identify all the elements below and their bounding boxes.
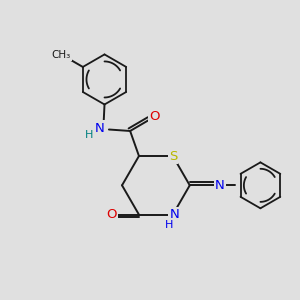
Text: O: O [106,208,116,221]
Text: O: O [149,110,160,123]
Text: H: H [165,220,173,230]
Text: H: H [85,130,93,140]
Text: CH₃: CH₃ [52,50,71,60]
Text: S: S [169,149,177,163]
Text: N: N [169,208,179,221]
Text: N: N [215,179,225,192]
Text: N: N [94,122,104,134]
